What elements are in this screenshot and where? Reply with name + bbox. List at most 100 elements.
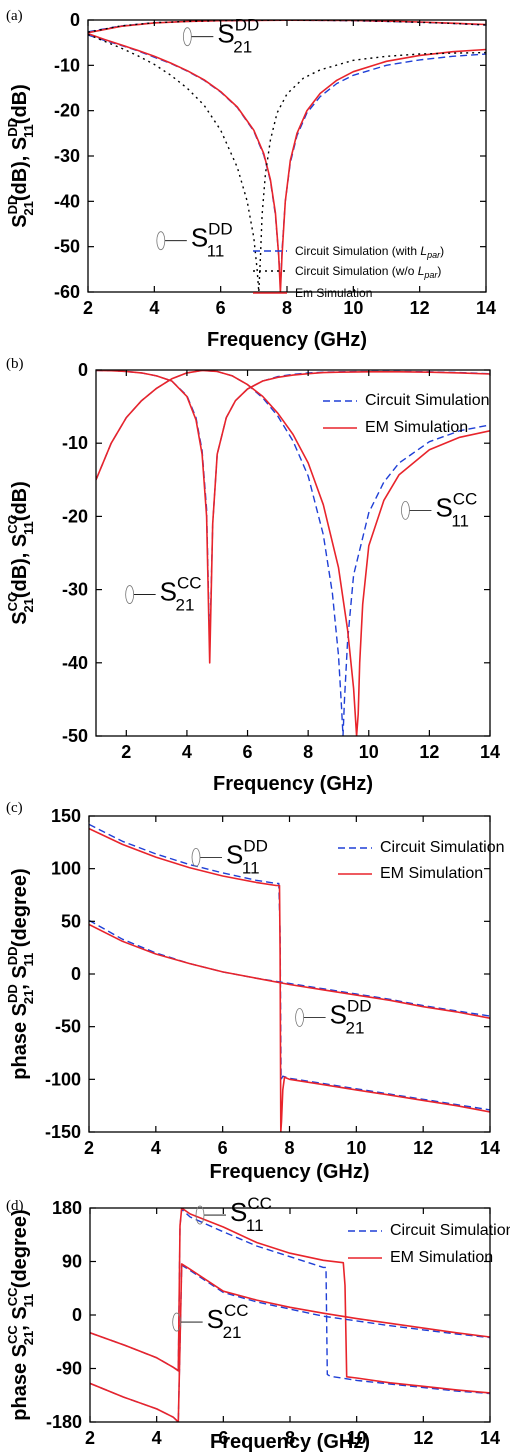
series-line-1 bbox=[96, 370, 490, 649]
x-tick-label: 4 bbox=[152, 1428, 162, 1448]
x-tick-label: 10 bbox=[347, 1428, 367, 1448]
annotation-sub: 11 bbox=[207, 242, 225, 261]
x-tick-label: 10 bbox=[343, 298, 363, 318]
y-label-sub: 21 bbox=[21, 1331, 36, 1345]
legend-label-1: Circuit Simulation (with Lpar) bbox=[295, 244, 444, 260]
x-tick-label: 4 bbox=[182, 742, 192, 762]
legend-label-2: EM Simulation bbox=[380, 865, 483, 882]
x-tick-label: 12 bbox=[413, 1428, 433, 1448]
y-label-sup: CC bbox=[5, 1325, 20, 1344]
x-tick-label: 8 bbox=[303, 742, 313, 762]
y-axis-label: phase SDD21, SDD11 (degree) bbox=[5, 868, 36, 1079]
y-tick-label: -50 bbox=[55, 1017, 81, 1037]
series-line-4 bbox=[90, 1263, 490, 1422]
annotation-marker bbox=[295, 1008, 305, 1027]
x-tick-label: 6 bbox=[218, 1138, 228, 1158]
chart-panel-4: (d) 2 4 6 8 10 12 14 180 90 0 -90 -180 Frequency (GHz… bbox=[5, 1194, 510, 1453]
x-tick-label: 14 bbox=[476, 298, 496, 318]
x-axis-label: Frequency (GHz) bbox=[210, 1431, 370, 1453]
y-label-sub: 21 bbox=[21, 598, 36, 612]
y-tick-label: -30 bbox=[62, 580, 88, 600]
y-tick-label: 0 bbox=[70, 10, 80, 30]
annotation-2: SDD 11 bbox=[191, 220, 233, 261]
y-label-sub: 21 bbox=[21, 201, 36, 215]
y-tick-label: 100 bbox=[51, 859, 81, 879]
annotation-sub: 11 bbox=[242, 858, 260, 877]
x-tick-label: 4 bbox=[149, 298, 159, 318]
series-line-6 bbox=[88, 33, 486, 292]
y-tick-label: 0 bbox=[72, 1305, 82, 1325]
x-tick-label: 10 bbox=[359, 742, 379, 762]
annotation-2: SCC 21 bbox=[160, 574, 202, 615]
chart-panel-1: (a) 2 4 6 8 10 12 14 0 -10 -20 -30 -40 -50 -60 Frequenc… bbox=[5, 8, 496, 351]
series-line-4 bbox=[89, 923, 490, 1019]
y-label-sup: CC bbox=[5, 1287, 20, 1306]
y-tick-label: 180 bbox=[52, 1198, 82, 1218]
legend-label-1: Circuit Simulation bbox=[380, 839, 504, 856]
annotation-marker bbox=[401, 500, 410, 520]
annotation-sup: CC bbox=[247, 1194, 272, 1213]
annotation-sup: DD bbox=[235, 16, 260, 35]
chart-panel-2: (b) 2 4 6 8 10 12 14 0 -10 -20 -30 -40 -50 Frequency (… bbox=[5, 356, 500, 795]
series-group bbox=[96, 370, 490, 736]
annotation-sup: CC bbox=[177, 574, 202, 593]
y-label-sup: DD bbox=[5, 947, 20, 966]
annotation-marker bbox=[125, 585, 135, 604]
x-tick-label: 2 bbox=[84, 1138, 94, 1158]
series-line-4 bbox=[96, 370, 490, 736]
plot-frame bbox=[89, 1207, 491, 1423]
annotation-sub: 21 bbox=[223, 1323, 242, 1342]
annotation-sub: 11 bbox=[246, 1216, 264, 1235]
y-tick-label: -100 bbox=[45, 1069, 81, 1089]
y-label-sub: 11 bbox=[21, 953, 36, 967]
y-label-sup: DD bbox=[5, 196, 20, 215]
x-tick-label: 14 bbox=[480, 1138, 500, 1158]
y-label-sup: DD bbox=[5, 118, 20, 137]
y-label-sub: 11 bbox=[21, 124, 36, 138]
legend-label-3: Em Simulation bbox=[295, 286, 372, 300]
annotation-1: SDD 11 bbox=[226, 836, 268, 877]
annotation-sub: 21 bbox=[176, 596, 195, 615]
panel-label: (c) bbox=[6, 800, 23, 816]
x-tick-label: 8 bbox=[282, 298, 292, 318]
panel-label: (d) bbox=[6, 1198, 24, 1214]
series-line-3 bbox=[90, 1264, 490, 1422]
legend-label-1: Circuit Simulation bbox=[365, 392, 489, 409]
y-tick-label: -20 bbox=[54, 101, 80, 121]
x-tick-label: 6 bbox=[216, 298, 226, 318]
legend-label-1: Circuit Simulation bbox=[390, 1222, 510, 1239]
annotation-1: SCC 11 bbox=[435, 489, 477, 530]
y-axis-label: phase SCC21, SCC11 (degree) bbox=[5, 1209, 36, 1420]
y-label-sup: CC bbox=[5, 514, 20, 533]
x-tick-label: 2 bbox=[83, 298, 93, 318]
y-axis-label: SCC21(dB), SCC11(dB) bbox=[5, 481, 36, 625]
annotation-sup: CC bbox=[453, 489, 478, 508]
x-tick-label: 8 bbox=[285, 1428, 295, 1448]
y-tick-label: -10 bbox=[62, 433, 88, 453]
annotation-1: SDD 21 bbox=[217, 16, 259, 57]
legend-label-2: Circuit Simulation (w/o Lpar) bbox=[295, 264, 441, 280]
y-tick-label: 0 bbox=[71, 964, 81, 984]
x-tick-label: 6 bbox=[243, 742, 253, 762]
plot-frame bbox=[95, 369, 491, 737]
series-line-2 bbox=[89, 827, 490, 1132]
legend-label-2: EM Simulation bbox=[365, 419, 468, 436]
y-tick-label: -150 bbox=[45, 1122, 81, 1142]
y-label-sup: DD bbox=[5, 984, 20, 1003]
y-label-sup: CC bbox=[5, 592, 20, 611]
y-tick-label: -20 bbox=[62, 506, 88, 526]
x-tick-label: 8 bbox=[284, 1138, 294, 1158]
y-axis-label: SDD21(dB), SDD11(dB) bbox=[5, 84, 36, 228]
x-axis-label: Frequency (GHz) bbox=[209, 1161, 369, 1183]
y-tick-label: -10 bbox=[54, 55, 80, 75]
y-tick-label: -60 bbox=[54, 282, 80, 302]
annotation-marker bbox=[156, 231, 166, 251]
annotation-2: SCC 21 bbox=[207, 1301, 249, 1342]
panel-label: (a) bbox=[6, 8, 23, 24]
x-tick-label: 12 bbox=[419, 742, 439, 762]
y-label-sub: 21 bbox=[21, 990, 36, 1004]
annotation-sub: 21 bbox=[346, 1019, 365, 1038]
y-tick-label: -40 bbox=[62, 653, 88, 673]
x-tick-label: 14 bbox=[480, 742, 500, 762]
y-tick-label: -180 bbox=[46, 1412, 82, 1432]
